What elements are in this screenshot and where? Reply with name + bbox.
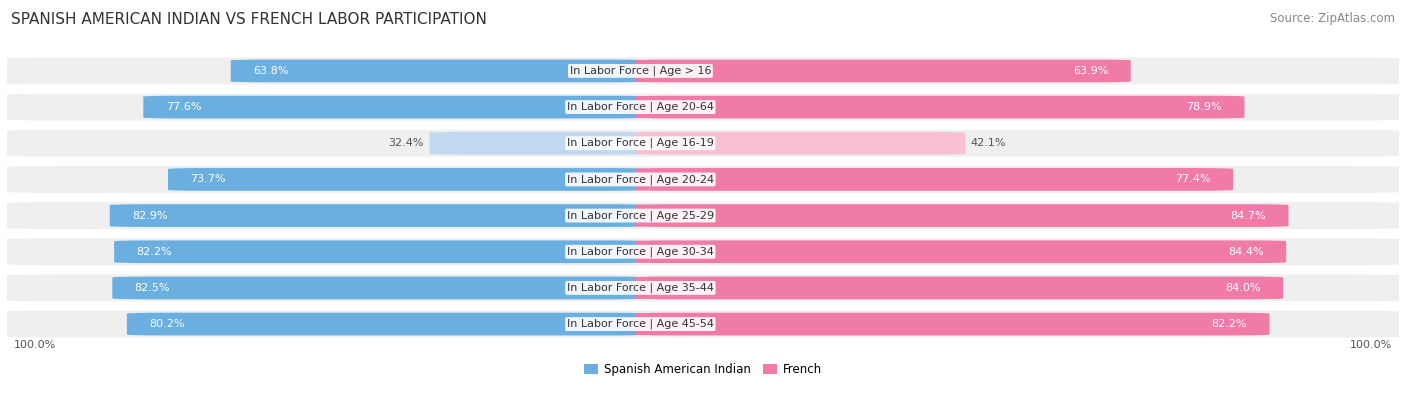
Legend: Spanish American Indian, French: Spanish American Indian, French: [579, 358, 827, 381]
Text: SPANISH AMERICAN INDIAN VS FRENCH LABOR PARTICIPATION: SPANISH AMERICAN INDIAN VS FRENCH LABOR …: [11, 12, 486, 27]
Text: Source: ZipAtlas.com: Source: ZipAtlas.com: [1270, 12, 1395, 25]
Text: 77.4%: 77.4%: [1175, 175, 1211, 184]
FancyBboxPatch shape: [0, 310, 1406, 339]
FancyBboxPatch shape: [0, 165, 1406, 194]
FancyBboxPatch shape: [0, 237, 1406, 266]
Text: 80.2%: 80.2%: [149, 319, 184, 329]
FancyBboxPatch shape: [634, 313, 1270, 335]
FancyBboxPatch shape: [112, 276, 645, 299]
FancyBboxPatch shape: [169, 168, 645, 191]
Text: In Labor Force | Age 45-54: In Labor Force | Age 45-54: [567, 319, 714, 329]
Text: 84.4%: 84.4%: [1229, 247, 1264, 257]
FancyBboxPatch shape: [114, 241, 645, 263]
FancyBboxPatch shape: [634, 168, 1233, 191]
Text: In Labor Force | Age 35-44: In Labor Force | Age 35-44: [567, 283, 714, 293]
Text: In Labor Force | Age > 16: In Labor Force | Age > 16: [569, 66, 711, 76]
FancyBboxPatch shape: [0, 129, 1406, 158]
Text: 78.9%: 78.9%: [1187, 102, 1222, 112]
FancyBboxPatch shape: [143, 96, 645, 118]
Text: 82.2%: 82.2%: [136, 247, 172, 257]
Text: In Labor Force | Age 25-29: In Labor Force | Age 25-29: [567, 210, 714, 221]
Text: 77.6%: 77.6%: [166, 102, 201, 112]
FancyBboxPatch shape: [634, 60, 1130, 82]
Text: 63.8%: 63.8%: [253, 66, 288, 76]
FancyBboxPatch shape: [634, 276, 1284, 299]
Text: 63.9%: 63.9%: [1073, 66, 1108, 76]
FancyBboxPatch shape: [634, 241, 1286, 263]
Text: 100.0%: 100.0%: [14, 340, 56, 350]
Text: In Labor Force | Age 30-34: In Labor Force | Age 30-34: [567, 246, 714, 257]
Text: 82.2%: 82.2%: [1212, 319, 1247, 329]
Text: In Labor Force | Age 20-24: In Labor Force | Age 20-24: [567, 174, 714, 185]
FancyBboxPatch shape: [430, 132, 645, 154]
FancyBboxPatch shape: [0, 92, 1406, 122]
Text: 82.5%: 82.5%: [135, 283, 170, 293]
FancyBboxPatch shape: [634, 96, 1244, 118]
Text: 82.9%: 82.9%: [132, 211, 167, 220]
FancyBboxPatch shape: [231, 60, 645, 82]
FancyBboxPatch shape: [0, 273, 1406, 303]
Text: 42.1%: 42.1%: [972, 138, 1007, 148]
Text: 84.0%: 84.0%: [1226, 283, 1261, 293]
FancyBboxPatch shape: [0, 201, 1406, 230]
Text: In Labor Force | Age 16-19: In Labor Force | Age 16-19: [567, 138, 714, 149]
Text: In Labor Force | Age 20-64: In Labor Force | Age 20-64: [567, 102, 714, 112]
Text: 84.7%: 84.7%: [1230, 211, 1267, 220]
FancyBboxPatch shape: [634, 204, 1288, 227]
Text: 32.4%: 32.4%: [388, 138, 425, 148]
FancyBboxPatch shape: [0, 56, 1406, 85]
FancyBboxPatch shape: [110, 204, 645, 227]
FancyBboxPatch shape: [127, 313, 645, 335]
FancyBboxPatch shape: [634, 132, 966, 154]
Text: 73.7%: 73.7%: [190, 175, 226, 184]
Text: 100.0%: 100.0%: [1350, 340, 1392, 350]
